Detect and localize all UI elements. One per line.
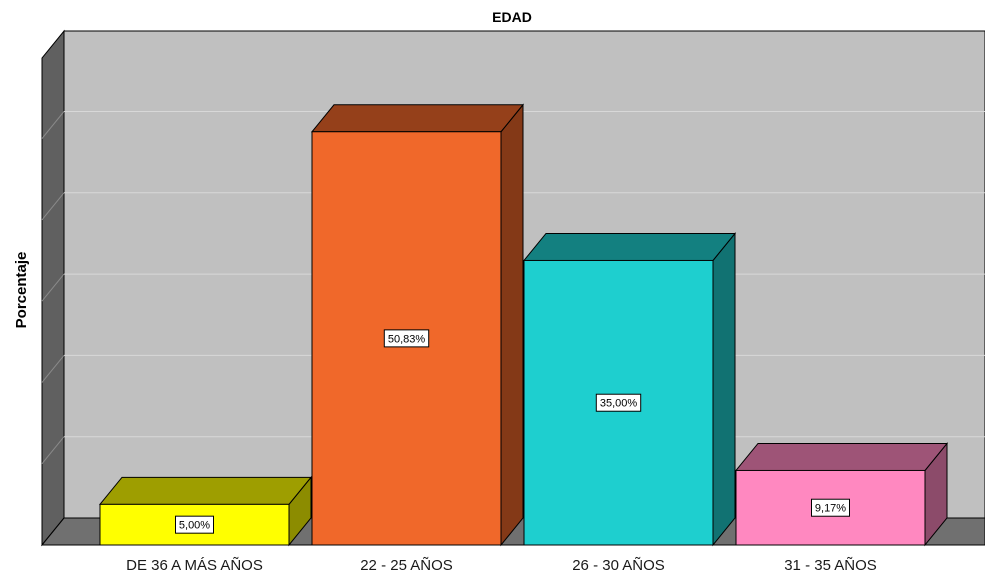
x-tick-label: 26 - 30 AÑOS [572,557,665,574]
bar [98,475,313,547]
data-label: 5,00% [179,520,210,532]
bar [734,442,949,547]
data-label-box [595,393,642,412]
gridline-side [41,355,65,383]
gridline-side [41,192,65,221]
data-label-box [383,329,430,348]
data-label: 35,00% [600,398,638,410]
bar-side [500,103,524,547]
bar-top [522,232,737,261]
x-tick-label: 31 - 35 AÑOS [784,557,877,574]
bar [522,232,737,547]
gridline-side [41,436,65,465]
bar-side [712,232,736,547]
chart-title: EDAD [492,9,532,25]
x-tick-label: 22 - 25 AÑOS [360,557,453,574]
y-axis-label: Porcentaje [13,252,30,329]
data-label-box [811,498,850,517]
bar-top [734,442,949,471]
gridline-side [41,111,65,139]
bar [310,103,525,547]
x-tick-labels-group: DE 36 A MÁS AÑOS 22 - 25 AÑOS 26 - 30 AÑOS… [126,557,877,574]
bar-top [310,104,525,133]
data-label: 50,83% [388,333,426,345]
bar-top [98,476,313,505]
gridline-side [41,273,65,302]
data-labels-group: 5,00% 50,83% 35,00% 9,17% [175,329,850,534]
x-tick-label: DE 36 A MÁS AÑOS [126,557,263,574]
data-label-box [175,515,214,534]
data-label: 9,17% [815,503,846,515]
